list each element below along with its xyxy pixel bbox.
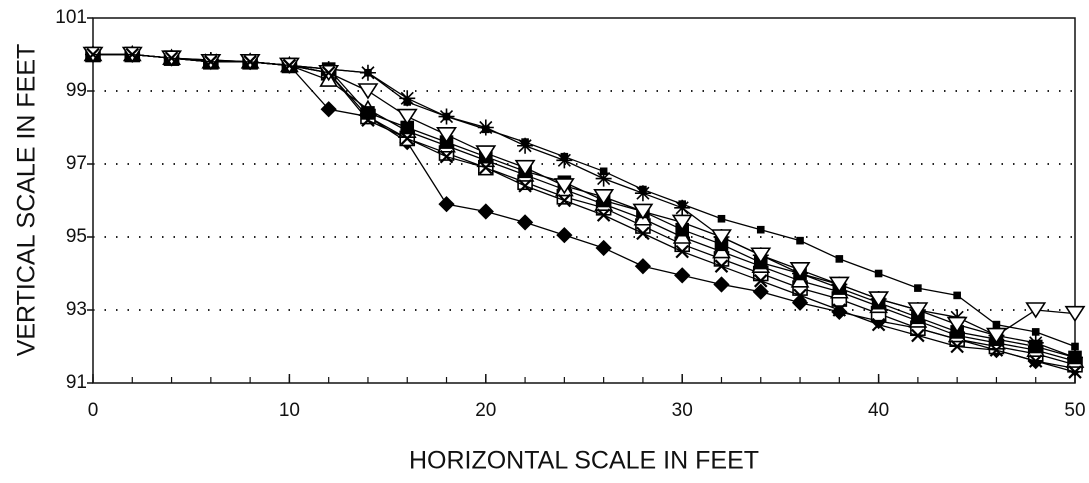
marker — [789, 262, 811, 279]
marker — [243, 55, 257, 69]
marker — [320, 101, 337, 118]
marker — [793, 288, 807, 303]
marker — [750, 247, 772, 264]
marker — [632, 203, 654, 220]
marker — [477, 203, 494, 220]
marker — [436, 127, 457, 144]
series-line — [93, 53, 1076, 366]
marker — [516, 214, 534, 231]
marker — [713, 276, 730, 293]
marker — [396, 108, 418, 126]
marker — [125, 47, 140, 62]
marker — [556, 152, 573, 169]
marker — [399, 90, 416, 107]
marker — [204, 55, 218, 69]
marker — [477, 119, 494, 136]
marker — [832, 303, 847, 317]
marker — [874, 269, 883, 278]
marker — [321, 65, 336, 80]
marker — [1064, 305, 1086, 323]
marker — [438, 196, 455, 213]
marker — [914, 284, 922, 292]
x-tick-label: 10 — [279, 400, 300, 421]
x-tick-label: 0 — [88, 400, 99, 421]
marker — [517, 137, 534, 154]
y-tick-label: 93 — [66, 299, 87, 320]
marker — [1071, 342, 1079, 351]
marker — [518, 179, 532, 193]
marker — [756, 225, 765, 234]
marker — [675, 244, 689, 259]
marker — [438, 108, 455, 125]
marker — [871, 317, 886, 332]
marker — [953, 291, 961, 300]
marker — [595, 239, 612, 257]
marker — [946, 316, 968, 334]
marker — [985, 327, 1007, 345]
marker — [907, 302, 929, 319]
y-axis-label: VERTICAL SCALE IN FEET — [13, 44, 41, 357]
marker — [950, 339, 964, 354]
marker — [1025, 302, 1047, 319]
series-line — [93, 53, 1076, 359]
y-tick-label: 91 — [66, 372, 87, 393]
marker — [753, 274, 768, 288]
marker — [711, 229, 732, 246]
marker — [717, 214, 726, 223]
y-tick-label: 101 — [55, 7, 87, 28]
marker — [989, 343, 1004, 357]
plot-frame — [92, 17, 1076, 384]
marker — [357, 83, 379, 100]
marker — [475, 145, 497, 162]
marker — [553, 178, 575, 195]
marker — [1028, 354, 1043, 368]
marker — [634, 258, 652, 275]
marker — [86, 47, 100, 62]
x-tick-label: 30 — [672, 400, 693, 421]
marker — [593, 189, 615, 206]
marker — [992, 320, 1001, 329]
x-tick-label: 50 — [1064, 400, 1085, 421]
marker — [556, 227, 573, 244]
y-tick-label: 99 — [66, 80, 87, 101]
series-line — [93, 53, 1076, 337]
marker — [359, 64, 376, 81]
marker — [557, 193, 572, 208]
marker — [714, 259, 729, 273]
marker — [752, 283, 769, 300]
marker — [671, 214, 693, 231]
marker — [439, 149, 454, 164]
marker — [595, 170, 612, 187]
y-tick-label: 95 — [66, 226, 87, 247]
marker — [164, 51, 179, 65]
marker — [1028, 339, 1043, 354]
marker — [634, 185, 651, 202]
marker — [835, 255, 844, 263]
marker — [514, 159, 536, 177]
x-tick-label: 40 — [868, 400, 889, 421]
marker — [1068, 365, 1082, 379]
marker — [911, 328, 925, 343]
marker — [796, 236, 804, 245]
marker — [674, 267, 691, 284]
marker — [868, 291, 890, 308]
marker — [479, 160, 493, 175]
marker — [674, 199, 691, 216]
marker — [828, 276, 850, 293]
series-line — [93, 53, 1076, 373]
x-axis-label: HORIZONTAL SCALE IN FEET — [409, 447, 759, 475]
marker — [1031, 328, 1040, 336]
marker — [400, 131, 415, 146]
marker — [361, 113, 375, 127]
y-tick-label: 97 — [66, 153, 87, 174]
marker — [636, 226, 650, 241]
marker — [596, 208, 611, 222]
x-tick-label: 20 — [475, 400, 496, 421]
marker — [282, 58, 297, 73]
marker — [1068, 350, 1082, 365]
